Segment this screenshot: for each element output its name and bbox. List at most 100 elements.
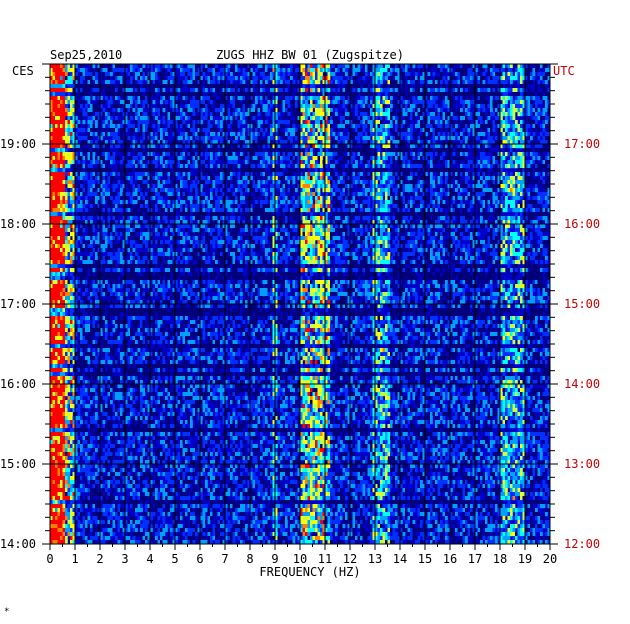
heatmap-cell: [445, 92, 448, 97]
heatmap-cell: [130, 72, 133, 77]
heatmap-cell: [277, 76, 281, 81]
heatmap-cell: [435, 112, 438, 117]
heatmap-cell: [480, 144, 483, 149]
heatmap-cell: [390, 180, 393, 185]
heatmap-cell: [205, 124, 208, 129]
heatmap-cell: [180, 80, 183, 85]
heatmap-cell: [340, 128, 343, 133]
heatmap-cell: [200, 192, 203, 197]
heatmap-cell: [140, 152, 143, 157]
heatmap-cell: [427, 96, 431, 101]
heatmap-cell: [340, 116, 343, 121]
heatmap-cell: [85, 76, 88, 81]
heatmap-cell: [125, 180, 128, 185]
heatmap-cell: [85, 96, 88, 101]
heatmap-cell: [477, 64, 481, 69]
heatmap-cell: [240, 144, 243, 149]
heatmap-cell: [415, 176, 418, 181]
heatmap-cell: [432, 184, 436, 189]
heatmap-cell: [387, 100, 391, 105]
heatmap-cell: [417, 128, 421, 133]
heatmap-cell: [165, 116, 168, 121]
heatmap-cell: [350, 96, 353, 101]
heatmap-cell: [212, 128, 216, 133]
heatmap-cell: [397, 160, 401, 165]
heatmap-cell: [217, 108, 221, 113]
heatmap-cell: [515, 128, 518, 133]
heatmap-cell: [122, 76, 126, 81]
heatmap-cell: [517, 88, 521, 93]
heatmap-cell: [542, 120, 546, 125]
heatmap-cell: [442, 128, 446, 133]
heatmap-cell: [257, 136, 261, 141]
heatmap-cell: [100, 68, 103, 73]
heatmap-cell: [325, 132, 328, 137]
heatmap-cell: [80, 172, 83, 177]
heatmap-cell: [487, 76, 491, 81]
heatmap-cell: [120, 148, 123, 153]
heatmap-cell: [67, 68, 71, 73]
heatmap-cell: [310, 100, 313, 105]
heatmap-cell: [310, 76, 313, 81]
heatmap-cell: [312, 176, 316, 181]
heatmap-cell: [212, 136, 216, 141]
heatmap-cell: [227, 120, 231, 125]
heatmap-cell: [77, 172, 81, 177]
heatmap-cell: [507, 144, 511, 149]
heatmap-cell: [310, 184, 313, 189]
heatmap-cell: [517, 156, 521, 161]
heatmap-cell: [150, 132, 153, 137]
heatmap-cell: [360, 160, 363, 165]
heatmap-cell: [322, 112, 326, 117]
heatmap-cell: [162, 76, 166, 81]
heatmap-cell: [427, 160, 431, 165]
heatmap-cell: [392, 140, 396, 145]
heatmap-cell: [515, 132, 518, 137]
heatmap-cell: [317, 96, 321, 101]
heatmap-cell: [447, 140, 451, 145]
heatmap-cell: [532, 192, 536, 197]
heatmap-cell: [55, 116, 58, 121]
heatmap-cell: [75, 180, 78, 185]
heatmap-cell: [440, 180, 443, 185]
heatmap-cell: [435, 156, 438, 161]
heatmap-cell: [365, 64, 368, 69]
heatmap-cell: [222, 108, 226, 113]
heatmap-cell: [297, 104, 301, 109]
heatmap-cell: [220, 100, 223, 105]
heatmap-cell: [272, 100, 276, 105]
heatmap-cell: [155, 148, 158, 153]
heatmap-cell: [505, 124, 508, 129]
heatmap-cell: [280, 152, 283, 157]
heatmap-cell: [410, 136, 413, 141]
heatmap-cell: [522, 124, 526, 129]
heatmap-cell: [412, 88, 416, 93]
heatmap-cell: [497, 116, 501, 121]
heatmap-cell: [447, 120, 451, 125]
heatmap-cell: [480, 176, 483, 181]
heatmap-cell: [72, 136, 76, 141]
heatmap-cell: [140, 76, 143, 81]
heatmap-cell: [280, 64, 283, 69]
heatmap-cell: [462, 136, 466, 141]
heatmap-cell: [307, 96, 311, 101]
heatmap-cell: [505, 96, 508, 101]
heatmap-cell: [350, 84, 353, 89]
heatmap-cell: [277, 64, 281, 69]
heatmap-cell: [500, 168, 503, 173]
heatmap-cell: [505, 112, 508, 117]
heatmap-cell: [152, 180, 156, 185]
heatmap-cell: [107, 80, 111, 85]
heatmap-cell: [155, 176, 158, 181]
heatmap-cell: [415, 192, 418, 197]
heatmap-cell: [382, 176, 386, 181]
heatmap-cell: [110, 88, 113, 93]
heatmap-cell: [467, 128, 471, 133]
heatmap-cell: [405, 108, 408, 113]
heatmap-cell: [255, 152, 258, 157]
heatmap-cell: [75, 124, 78, 129]
heatmap-cell: [320, 76, 323, 81]
heatmap-cell: [412, 96, 416, 101]
heatmap-cell: [390, 92, 393, 97]
heatmap-cell: [230, 152, 233, 157]
